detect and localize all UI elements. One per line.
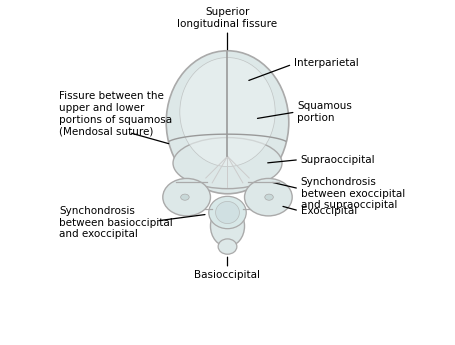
Text: Synchondrosis
between exoccipital
and supraoccipital: Synchondrosis between exoccipital and su… — [301, 177, 405, 210]
Text: Superior
longitudinal fissure: Superior longitudinal fissure — [177, 7, 278, 29]
Text: Exoccipital: Exoccipital — [301, 206, 357, 216]
Ellipse shape — [180, 58, 275, 167]
Ellipse shape — [173, 138, 282, 189]
Ellipse shape — [209, 196, 246, 229]
Text: Supraoccipital: Supraoccipital — [301, 155, 375, 165]
Text: Interparietal: Interparietal — [294, 58, 359, 68]
Ellipse shape — [166, 51, 289, 194]
Text: Fissure between the
upper and lower
portions of squamosa
(Mendosal suture): Fissure between the upper and lower port… — [59, 91, 172, 136]
Ellipse shape — [181, 194, 189, 200]
Text: Synchondrosis
between basioccipital
and exoccipital: Synchondrosis between basioccipital and … — [59, 206, 173, 239]
Ellipse shape — [265, 194, 273, 200]
Ellipse shape — [163, 178, 211, 216]
Ellipse shape — [216, 201, 239, 224]
Text: Squamous
portion: Squamous portion — [297, 101, 352, 123]
Ellipse shape — [244, 178, 292, 216]
Ellipse shape — [211, 206, 244, 247]
Ellipse shape — [218, 239, 237, 254]
Text: Basioccipital: Basioccipital — [194, 270, 261, 280]
